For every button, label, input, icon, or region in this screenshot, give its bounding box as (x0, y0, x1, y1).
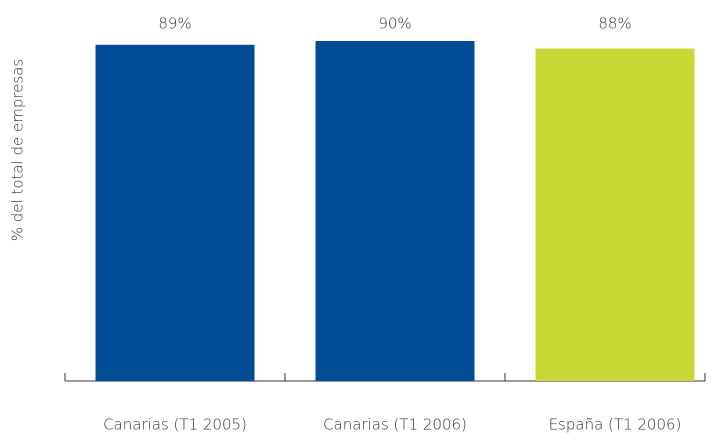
bar (95, 44, 255, 382)
x-tick-label: España (T1 2006) (549, 416, 682, 433)
bar (315, 41, 475, 381)
x-tick-label: Canarias (T1 2005) (103, 416, 247, 433)
value-label: 89% (158, 15, 191, 33)
x-tick-label: Canarias (T1 2006) (323, 416, 467, 433)
y-axis-label: % del total de empresas (9, 59, 27, 242)
value-label: 90% (378, 15, 411, 33)
bar (535, 48, 695, 382)
value-label: 88% (598, 15, 631, 33)
